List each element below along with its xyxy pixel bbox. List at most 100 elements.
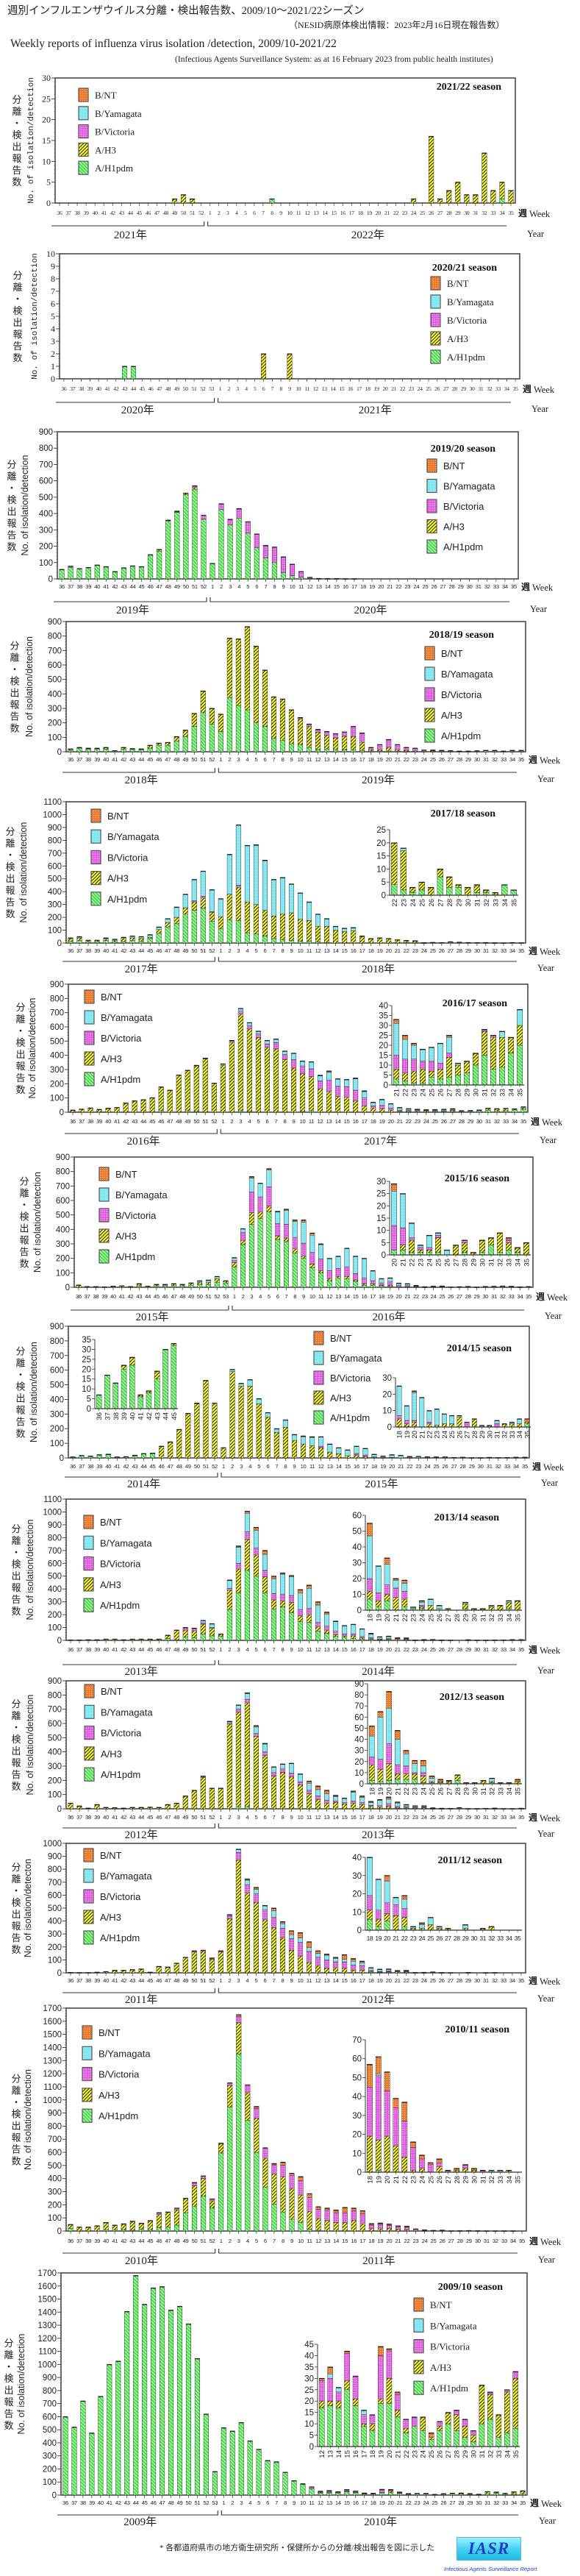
bar-segment-a-h1pdm: [288, 743, 295, 752]
bar-segment-a-h3: [342, 931, 348, 944]
x-tick-label: 32: [500, 1293, 506, 1300]
x-tick-label: 20: [386, 947, 392, 954]
y-tick-label: 300: [48, 705, 62, 714]
bar-segment-b-yamagata: [291, 1434, 298, 1441]
bar-segment-a-h1pdm: [391, 884, 398, 896]
x-tick-label: 31: [483, 947, 489, 954]
bar-segment-a-h3: [362, 1106, 368, 1113]
bar-segment-b-victoria: [426, 1247, 432, 1250]
x-tick-label: 48: [176, 1118, 182, 1125]
legend-label: B/Yamagata: [443, 481, 495, 492]
inset-x-tick-label: 35: [523, 1431, 531, 1439]
x-tick-label: 29: [458, 583, 464, 590]
y-axis-title-char: ・: [15, 1025, 25, 1036]
x-tick-label: 15: [344, 1118, 350, 1125]
bar-top-edge: [280, 1763, 285, 1765]
year-bracket: 2012年 2013年 Year: [62, 1824, 555, 1841]
bar-segment-a-h3: [377, 1807, 383, 1809]
bar-week-50: [197, 1280, 203, 1288]
x-tick-label: 8: [279, 385, 282, 392]
bar-top-edge: [265, 1039, 270, 1042]
bar-week-7: [262, 545, 268, 580]
y-axis-title-char: 報: [11, 1757, 21, 1768]
bar-segment-a-h3: [344, 1097, 350, 1113]
bar-week-22: [407, 1456, 412, 1459]
x-tick-label: 12: [315, 1646, 321, 1653]
bar-segment-a-h3: [193, 1065, 199, 1112]
bar-top-edge: [439, 750, 445, 751]
bar-segment-b-victoria: [266, 1186, 272, 1207]
bar-segment-a-h3: [435, 1237, 441, 1253]
x-tick-label: 16: [351, 947, 357, 954]
x-tick-label: 31: [485, 1118, 491, 1125]
bar-segment-b-victoria: [271, 1772, 276, 1776]
x-tick-label: 30: [476, 1118, 482, 1125]
inset-x-tick-label: 33: [497, 1787, 505, 1796]
bar-week-17: [362, 1448, 368, 1459]
bar-top-edge: [185, 1070, 190, 1071]
bar-week-25: [429, 1776, 435, 1785]
bar-week-28: [462, 1239, 468, 1256]
bar-week-48: [173, 736, 179, 752]
bar-top-edge: [76, 1284, 82, 1286]
bar-week-26: [444, 1249, 450, 1256]
y-axis-title-char: 数: [11, 1606, 21, 1617]
inset-y-tick-label: 25: [376, 1190, 386, 1199]
bar-segment-a-h3: [226, 1590, 232, 1610]
bar-top-edge: [326, 1070, 332, 1072]
x-tick-label: 37: [76, 947, 82, 954]
legend-swatch: [90, 808, 101, 823]
bar-segment-a-h3: [229, 1371, 235, 1459]
legend-item-a-h1pdm: A/H1pdm: [83, 1598, 140, 1612]
bar-top-edge: [509, 1286, 514, 1287]
x-tick-label: 36: [76, 1293, 82, 1300]
bar-segment-b-yamagata: [391, 1191, 397, 1226]
inset-x-tick-label: 27: [445, 1614, 453, 1622]
x-tick-label: 32: [492, 1646, 498, 1653]
bar-segment-a-h3: [240, 1239, 246, 1245]
bar-week-26: [437, 1042, 443, 1086]
bar-segment-b-victoria: [262, 545, 268, 558]
bar-week-14: [336, 1447, 342, 1459]
bar-top-edge: [129, 1356, 135, 1359]
x-tick-label: 15: [332, 210, 337, 216]
bar-segment-b-yamagata: [444, 1250, 450, 1256]
bar-week-20: [386, 1691, 393, 1785]
bar-segment-a-h1pdm: [298, 577, 304, 580]
bar-segment-a-h3: [453, 1245, 459, 1256]
y-tick-label: 300: [48, 901, 62, 910]
bar-top-edge: [351, 1623, 356, 1626]
bar-segment-a-h1pdm: [271, 938, 276, 944]
bar-week-13: [326, 1070, 332, 1113]
bar-segment-b-nt: [367, 1523, 373, 1537]
bar-segment-a-h3: [209, 708, 215, 725]
bar-top-edge: [262, 1743, 268, 1744]
x-tick-label: 14: [333, 1646, 339, 1653]
bar-segment-a-h1pdm: [353, 1281, 359, 1288]
inset-y-tick-label: 50: [354, 1724, 364, 1733]
bar-top-edge: [391, 842, 398, 844]
bar-segment-a-h1pdm: [236, 518, 242, 580]
bar-top-edge: [171, 1342, 176, 1345]
bar-segment-a-h3: [114, 1107, 120, 1113]
bar-week-52: [209, 1957, 215, 1974]
bar-week-41: [112, 1970, 118, 1974]
y-axis-title-char: 報: [10, 700, 19, 711]
bar-segment-a-h3: [335, 1096, 341, 1113]
bar-segment-a-h3: [506, 1602, 512, 1609]
bar-week-4: [244, 1693, 250, 1810]
legend-swatch: [84, 1051, 95, 1066]
x-tick-label: 22: [393, 210, 398, 216]
x-tick-label: 8: [282, 756, 284, 763]
y-axis-title-jp: 分離・検出報告数: [12, 94, 21, 188]
legend-label: A/H3: [101, 1053, 122, 1064]
x-axis-label-jp: 週: [529, 1812, 537, 1823]
inset-x-tick-label: 31: [473, 899, 481, 907]
bar-segment-a-h1pdm: [379, 1285, 384, 1288]
bar-week-38: [76, 568, 82, 580]
bar-segment-a-h3: [333, 1802, 339, 1810]
bar-segment-a-h3: [255, 1037, 261, 1113]
bar-week-4: [244, 844, 250, 944]
x-tick-label: 4: [259, 1293, 262, 1300]
bar-segment-b-victoria: [333, 1631, 339, 1635]
